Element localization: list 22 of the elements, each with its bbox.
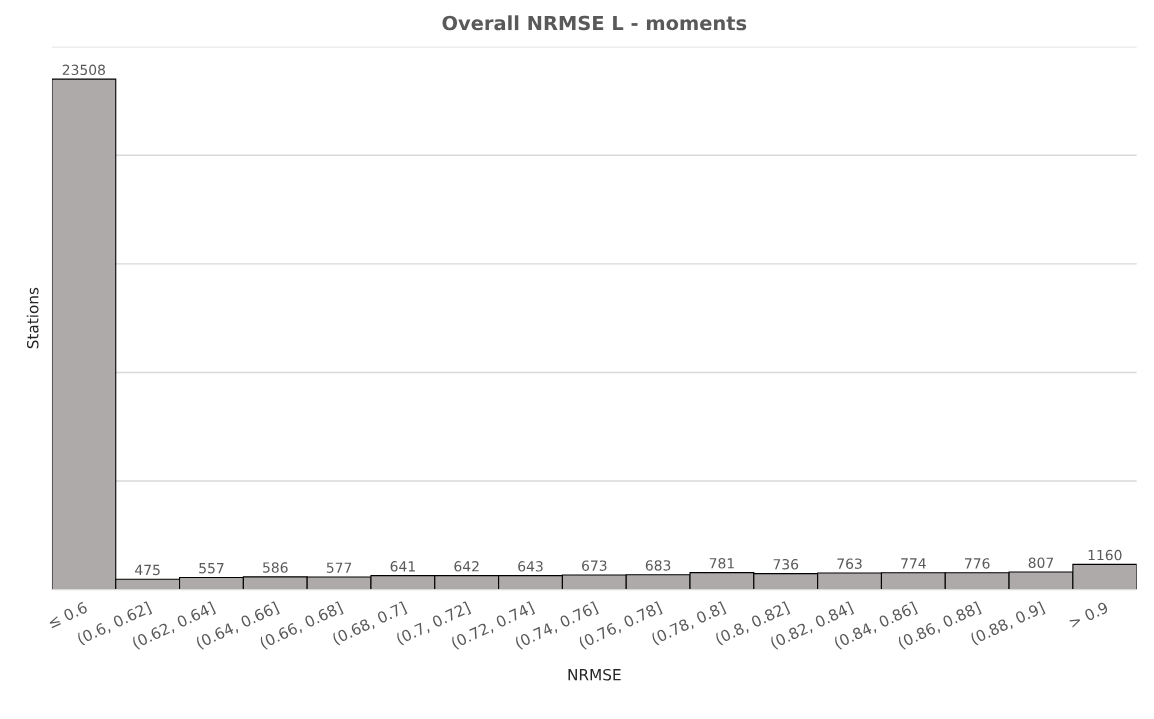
data-label: 683 <box>645 560 671 571</box>
data-label: 577 <box>326 562 352 573</box>
data-label: 643 <box>518 561 543 572</box>
chart-title: Overall NRMSE L - moments <box>442 15 747 31</box>
data-label: 475 <box>135 564 160 576</box>
data-label: 1160 <box>1088 549 1122 561</box>
data-label: 807 <box>1028 557 1054 568</box>
data-label: 641 <box>390 561 415 572</box>
y-axis-title: Stations <box>26 287 39 349</box>
data-label: 736 <box>773 559 799 570</box>
data-label: 781 <box>709 558 734 569</box>
data-label: 23508 <box>62 64 105 76</box>
data-label: 642 <box>454 561 479 572</box>
data-label: 763 <box>837 558 862 569</box>
data-label: 557 <box>199 563 224 574</box>
x-tick-label: > 0.9 <box>1068 601 1109 629</box>
x-tick-label: ≤ 0.6 <box>47 601 88 629</box>
data-label: 586 <box>263 562 288 573</box>
x-axis-title: NRMSE <box>568 668 621 681</box>
data-label: 774 <box>901 558 926 569</box>
data-label: 673 <box>582 560 607 571</box>
data-label: 776 <box>965 558 990 569</box>
